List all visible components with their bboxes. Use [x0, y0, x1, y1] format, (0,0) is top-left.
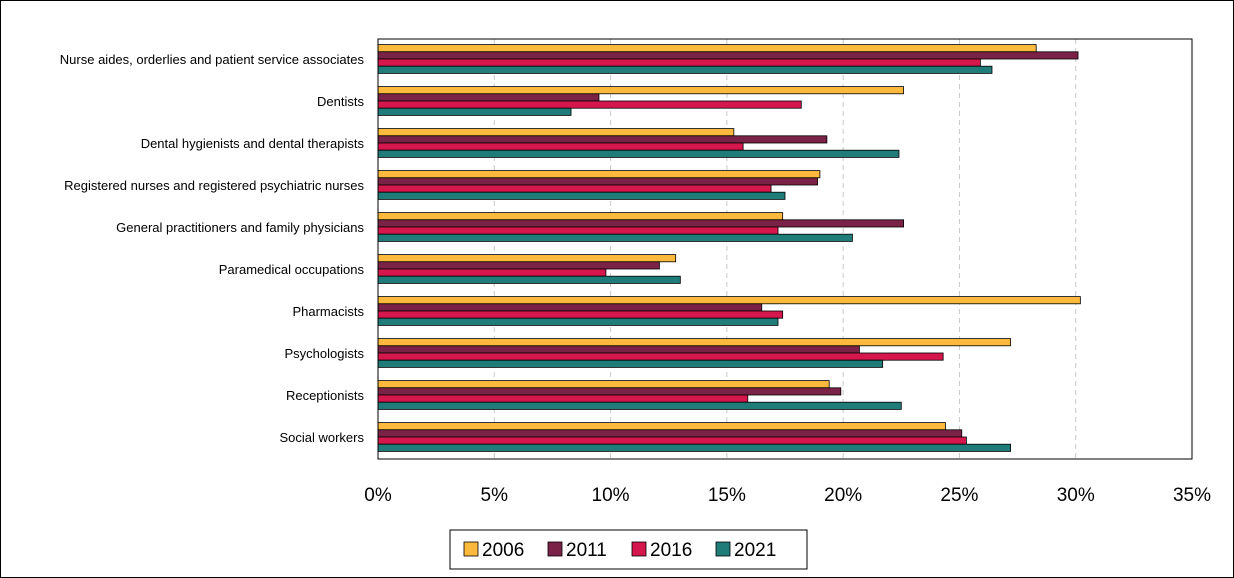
bar-2016-nurse-aides-orderlies-and-patient-service-associates — [377, 58, 981, 67]
bar-2016-paramedical-occupations — [377, 268, 607, 277]
bar-2016-general-practitioners-and-family-physicians — [377, 226, 779, 235]
category-label: General practitioners and family physici… — [116, 220, 364, 235]
legend-label-2016: 2016 — [650, 540, 692, 561]
bars — [377, 44, 1081, 452]
bar-2016-receptionists — [377, 394, 749, 403]
x-tick-label: 20% — [824, 485, 862, 506]
bar-2006-dentists — [377, 86, 905, 95]
bar-2011-dentists — [377, 93, 600, 102]
category-label: Nurse aides, orderlies and patient servi… — [60, 52, 365, 67]
category-label: Psychologists — [285, 346, 365, 361]
bar-2021-psychologists — [377, 359, 884, 368]
bar-2016-social-workers — [377, 436, 967, 445]
bar-2011-general-practitioners-and-family-physicians — [377, 219, 905, 228]
category-label: Social workers — [279, 430, 364, 445]
bar-2006-registered-nurses-and-registered-psychiatric-nurses — [377, 170, 821, 179]
x-tick-label: 30% — [1057, 485, 1095, 506]
bar-2021-dental-hygienists-and-dental-therapists — [377, 149, 900, 158]
plot-area-border — [377, 38, 1193, 460]
bar-2021-pharmacists — [377, 317, 779, 326]
bar-2021-dentists — [377, 107, 572, 116]
bar-2016-dentists — [377, 100, 802, 109]
bar-2021-social-workers — [377, 443, 1011, 452]
x-tick-label: 25% — [940, 485, 978, 506]
bar-2006-nurse-aides-orderlies-and-patient-service-associates — [377, 44, 1037, 53]
x-tick-label: 35% — [1173, 485, 1211, 506]
category-labels: Nurse aides, orderlies and patient servi… — [60, 52, 365, 445]
bar-2021-receptionists — [377, 401, 902, 410]
bar-2006-dental-hygienists-and-dental-therapists — [377, 128, 735, 137]
bar-2016-registered-nurses-and-registered-psychiatric-nurses — [377, 184, 772, 193]
gridlines — [493, 39, 1077, 459]
legend: 2006 2011 2016 2021 — [449, 529, 808, 570]
legend-label-2006: 2006 — [482, 540, 524, 561]
legend-swatch-2006 — [463, 541, 479, 557]
category-label: Paramedical occupations — [219, 262, 365, 277]
bar-2006-psychologists — [377, 338, 1011, 347]
bar-2011-receptionists — [377, 387, 842, 396]
bar-2021-paramedical-occupations — [377, 275, 681, 284]
bar-2021-general-practitioners-and-family-physicians — [377, 233, 853, 242]
legend-label-2021: 2021 — [734, 540, 776, 561]
category-label: Registered nurses and registered psychia… — [64, 178, 364, 193]
bar-2016-dental-hygienists-and-dental-therapists — [377, 142, 744, 151]
bar-2021-registered-nurses-and-registered-psychiatric-nurses — [377, 191, 786, 200]
bar-2006-pharmacists — [377, 296, 1081, 305]
bar-2011-social-workers — [377, 429, 963, 438]
category-label: Receptionists — [286, 388, 365, 403]
x-tick-labels: 0% 5% 10% 15% 20% 25% 30% 35% — [364, 485, 1211, 506]
legend-label-2011: 2011 — [566, 540, 607, 561]
bar-2006-general-practitioners-and-family-physicians — [377, 212, 784, 221]
category-label: Dental hygienists and dental therapists — [141, 136, 365, 151]
x-tick-label: 5% — [481, 485, 509, 506]
bar-2016-pharmacists — [377, 310, 784, 319]
bar-2016-psychologists — [377, 352, 944, 361]
legend-swatch-2016 — [631, 541, 647, 557]
category-label: Dentists — [317, 94, 364, 109]
bar-2006-paramedical-occupations — [377, 254, 677, 263]
bar-2011-registered-nurses-and-registered-psychiatric-nurses — [377, 177, 818, 186]
bar-2011-pharmacists — [377, 303, 763, 312]
x-tick-label: 15% — [708, 485, 746, 506]
bar-2011-nurse-aides-orderlies-and-patient-service-associates — [377, 51, 1079, 60]
bar-2011-psychologists — [377, 345, 860, 354]
legend-swatch-2011 — [547, 541, 563, 557]
category-label: Pharmacists — [292, 304, 364, 319]
bar-2021-nurse-aides-orderlies-and-patient-service-associates — [377, 65, 993, 74]
x-tick-label: 0% — [364, 485, 392, 506]
bar-2006-social-workers — [377, 422, 946, 431]
legend-swatch-2021 — [715, 541, 731, 557]
legend-box — [449, 529, 808, 570]
bar-2011-paramedical-occupations — [377, 261, 660, 270]
bar-2011-dental-hygienists-and-dental-therapists — [377, 135, 828, 144]
bar-2006-receptionists — [377, 380, 830, 389]
x-tick-label: 10% — [592, 485, 630, 506]
